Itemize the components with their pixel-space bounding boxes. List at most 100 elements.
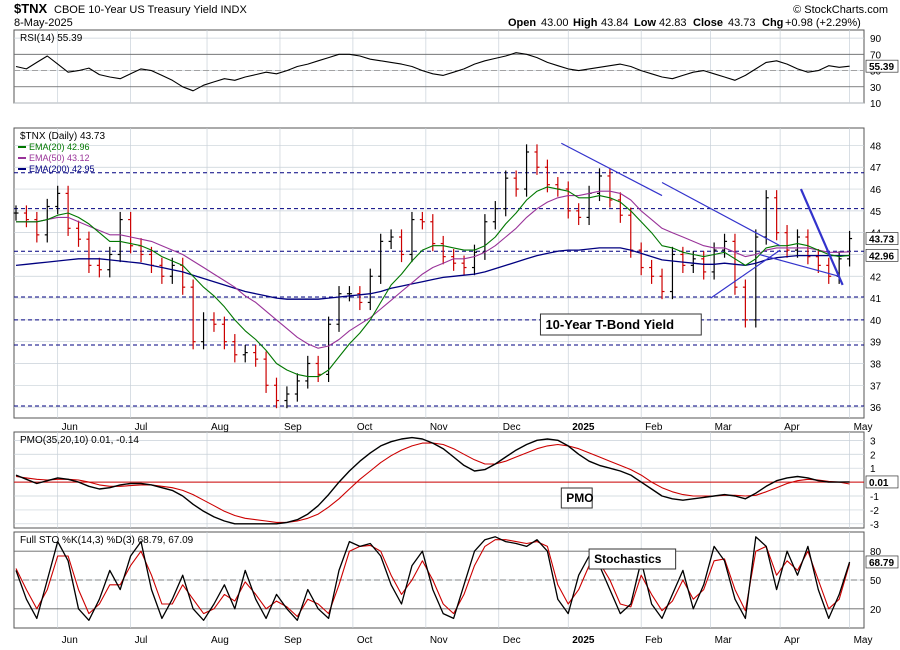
price-bar [430,214,436,252]
legend-entry: EMA(50) 43.12 [29,153,90,163]
price-bar [388,229,394,250]
price-bar [399,229,405,263]
price-bar [847,230,853,267]
x-tick-label: Dec [503,635,521,646]
price-bar [86,231,92,273]
panel-frame [13,29,865,104]
x-tick-label-mid: 2025 [572,422,595,433]
chg-value: +0.98 (+2.29%) [785,17,861,29]
price-bar [336,286,342,332]
price-bar [576,203,582,226]
ema200-line [15,247,850,300]
y-tick-label: 37 [870,381,882,392]
x-tick-label: 2025 [572,635,595,646]
header-symbol: $TNX [14,1,48,16]
price-bar [701,251,707,280]
x-tick-label-mid: Jul [135,422,148,433]
price-bar [669,246,675,300]
y-tick-label: 1 [870,464,876,475]
last-value-box [865,248,899,262]
annotation-box [560,487,593,509]
x-axis: Jun Jun Jul Jul Aug Aug Sep Sep Oct Oct Nov Nov Dec D… [62,422,873,646]
x-tick-label-mid: Feb [645,422,663,433]
x-tick-label: Apr [784,635,800,646]
panel-title: PMO(35,20,10) 0.01, -0.14 [20,435,139,446]
y-tick-label: 2 [870,450,876,461]
x-tick-label: Oct [357,635,373,646]
x-tick-label: May [854,635,873,646]
y-tick-label: 36 [870,403,882,414]
low-value: 42.83 [659,17,687,29]
price-bar [513,170,519,197]
x-tick-label: Nov [430,635,448,646]
price-bar [13,205,19,221]
x-tick-label-mid: Aug [211,422,229,433]
x-tick-label: Aug [211,635,229,646]
price-bar [805,229,811,265]
annotation-box [588,548,677,570]
x-tick-label-mid: Sep [284,422,302,433]
y-tick-label: 45 [870,207,882,218]
y-tick-label: 3 [870,436,876,447]
price-bar [409,211,415,263]
trendline [561,142,663,197]
y-tick-label: 39 [870,338,882,349]
price-bar [524,144,530,197]
price-bar [649,259,655,284]
y-tick-label: 41 [870,294,882,305]
panel-title: $TNX (Daily) 43.73 [20,131,105,142]
price-bar [774,190,780,241]
x-tick-label-mid: Mar [715,422,733,433]
trendline [710,249,781,299]
price-bar [315,355,321,383]
price-bar [273,377,279,409]
trendline [799,188,844,286]
close-value: 43.73 [728,17,756,29]
price-bar [565,181,571,219]
last-value-label: 68.79 [869,558,894,569]
y-tick-label: -2 [870,506,879,517]
y-tick-label: 50 [870,576,882,587]
price-bar [211,312,217,332]
y-tick-label: 10 [870,99,882,110]
panel-frame [13,431,865,529]
price-bar [659,268,665,300]
annotation-label: Stochastics [594,552,662,566]
chart-header: $TNX CBOE 10-Year US Treasury Yield INDX… [14,1,888,29]
copyright-text: © StockCharts.com [793,4,888,16]
y-tick-label: 47 [870,163,882,174]
price-bar [680,246,686,273]
price-bar [232,334,238,363]
y-tick-label: 90 [870,34,882,45]
price-bar [169,257,175,284]
price-bar [263,351,269,393]
y-tick-label: 80 [870,547,882,558]
price-bar [534,144,540,175]
price-bar [55,185,61,215]
close-label: Close [693,17,723,29]
panel-frame [13,127,865,419]
annotation-label: PMO [566,491,593,505]
price-bar [326,316,332,383]
sto-d-line [15,539,851,618]
open-label: Open [508,17,536,29]
trendline [661,181,781,247]
price-bar [23,205,29,228]
x-tick-label-mid: Apr [784,422,800,433]
y-tick-label: 38 [870,359,882,370]
x-tick-label: Jul [135,635,148,646]
price-bar [44,198,50,243]
y-tick-label: 30 [870,83,882,94]
chg-label: Chg [762,17,783,29]
price-bar [284,386,290,409]
price-bar [711,242,717,280]
x-tick-label-mid: Nov [430,422,448,433]
y-tick-label: 42 [870,272,882,283]
ema20-line [16,186,850,378]
price-bar [742,279,748,328]
price-bar [117,211,123,263]
price-bar [617,192,623,223]
